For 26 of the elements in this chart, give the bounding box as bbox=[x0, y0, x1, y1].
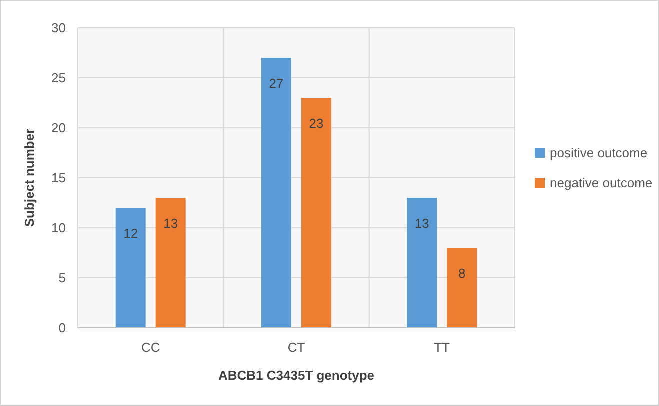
x-axis-title: ABCB1 C3435T genotype bbox=[218, 368, 375, 383]
x-tick-label: CT bbox=[288, 340, 306, 355]
bar bbox=[407, 198, 438, 328]
data-label: 13 bbox=[414, 216, 430, 231]
legend-label: positive outcome bbox=[550, 146, 648, 161]
x-tick-label: CC bbox=[141, 340, 160, 355]
data-label: 23 bbox=[309, 116, 324, 131]
y-tick-label: 30 bbox=[52, 20, 66, 36]
bar bbox=[447, 248, 478, 328]
y-tick-label: 20 bbox=[52, 120, 66, 136]
y-tick-label: 0 bbox=[58, 320, 66, 336]
y-axis-title: Subject number bbox=[22, 128, 37, 228]
legend-label: negative outcome bbox=[550, 176, 653, 191]
data-label: 12 bbox=[124, 226, 138, 241]
x-tick-label: TT bbox=[434, 340, 450, 355]
bar bbox=[262, 58, 292, 328]
y-tick-label: 15 bbox=[52, 170, 66, 186]
bar bbox=[156, 198, 186, 328]
data-label: 13 bbox=[164, 216, 178, 231]
bar bbox=[116, 208, 146, 328]
bar bbox=[302, 98, 332, 328]
data-label: 8 bbox=[458, 266, 466, 281]
y-tick-label: 25 bbox=[52, 70, 66, 86]
y-tick-label: 10 bbox=[52, 220, 66, 236]
y-tick-label: 5 bbox=[58, 270, 66, 286]
data-label: 27 bbox=[269, 76, 284, 91]
